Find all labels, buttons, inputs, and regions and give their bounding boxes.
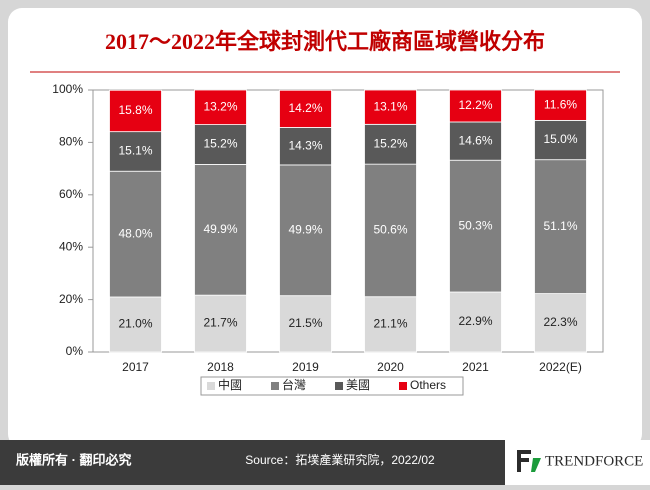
bar-segment xyxy=(534,89,587,121)
bar-segment xyxy=(449,121,502,161)
bar-segment xyxy=(279,164,332,297)
bar-segment xyxy=(194,89,247,125)
plot-area xyxy=(92,89,604,353)
bar-segment xyxy=(279,295,332,353)
value-label: 13.2% xyxy=(203,99,237,113)
y-tick-label: 60% xyxy=(59,187,83,201)
bar-segment xyxy=(534,119,587,161)
value-label: 15.2% xyxy=(203,137,237,151)
value-label: 21.1% xyxy=(373,317,407,331)
bar-segment xyxy=(109,296,162,353)
legend-box xyxy=(200,376,464,396)
x-tick-label: 2021 xyxy=(462,360,489,374)
y-tick-label: 20% xyxy=(59,292,83,306)
value-label: 15.0% xyxy=(543,132,577,146)
chart-title: 2017～2022年全球封測代工廠商區域營收分布 xyxy=(105,29,545,54)
value-label: 13.1% xyxy=(373,99,407,113)
x-tick-label: 2020 xyxy=(377,360,404,374)
value-label: 15.2% xyxy=(373,136,407,150)
brand-icon xyxy=(517,450,531,472)
value-label: 49.9% xyxy=(203,222,237,236)
bar-segment xyxy=(109,170,162,298)
y-tick-label: 80% xyxy=(59,135,83,149)
legend-label: 中國 xyxy=(218,377,242,392)
legend-swatch xyxy=(335,382,343,390)
value-label: 50.3% xyxy=(458,218,492,232)
value-label: 22.9% xyxy=(458,314,492,328)
source: Source：拓墣產業研究院，2022/02 xyxy=(245,452,435,467)
bar-segment xyxy=(194,164,247,296)
value-label: 21.7% xyxy=(203,316,237,330)
bar-segment xyxy=(109,89,162,133)
bar-segment xyxy=(364,123,417,165)
value-label: 48.0% xyxy=(118,226,152,240)
brand: TRENDFORCE xyxy=(545,453,643,469)
copyright: 版權所有 · 翻印必究 xyxy=(16,452,132,467)
legend-label: 台灣 xyxy=(282,377,306,392)
value-label: 22.3% xyxy=(543,315,577,329)
brand-box xyxy=(505,440,650,485)
value-label: 14.2% xyxy=(288,101,322,115)
value-label: 21.0% xyxy=(118,317,152,331)
legend-label: Others xyxy=(410,378,446,392)
bar-segment xyxy=(279,127,332,166)
value-label: 14.3% xyxy=(288,138,322,152)
bar-segment xyxy=(449,89,502,123)
value-label: 11.6% xyxy=(544,97,577,111)
value-label: 15.8% xyxy=(118,103,152,117)
legend-swatch xyxy=(207,382,215,390)
brand-icon-accent xyxy=(531,458,541,472)
y-tick-label: 40% xyxy=(59,239,83,253)
bar-segment xyxy=(364,296,417,353)
bar-segment xyxy=(449,291,502,353)
legend-swatch xyxy=(399,382,407,390)
value-label: 15.1% xyxy=(118,144,152,158)
bar-segment xyxy=(364,89,417,125)
bar-segment xyxy=(109,131,162,172)
value-label: 50.6% xyxy=(373,223,407,237)
x-tick-label: 2019 xyxy=(292,360,319,374)
value-label: 21.5% xyxy=(288,316,322,330)
value-label: 51.1% xyxy=(543,219,577,233)
x-tick-label: 2018 xyxy=(207,360,234,374)
legend-label: 美國 xyxy=(346,378,370,392)
bar-segment xyxy=(194,124,247,165)
bar-segment xyxy=(194,294,247,353)
x-tick-label: 2022(E) xyxy=(539,360,582,374)
bar-segment xyxy=(364,163,417,298)
y-tick-label: 0% xyxy=(66,344,84,358)
x-tick-label: 2017 xyxy=(122,360,149,374)
value-label: 12.2% xyxy=(458,98,492,112)
value-label: 49.9% xyxy=(288,222,322,236)
value-label: 14.6% xyxy=(458,133,492,147)
legend-swatch xyxy=(271,382,279,390)
bar-segment xyxy=(534,159,587,294)
bar-segment xyxy=(449,159,502,293)
y-tick-label: 100% xyxy=(52,82,83,96)
bar-segment xyxy=(279,89,332,128)
